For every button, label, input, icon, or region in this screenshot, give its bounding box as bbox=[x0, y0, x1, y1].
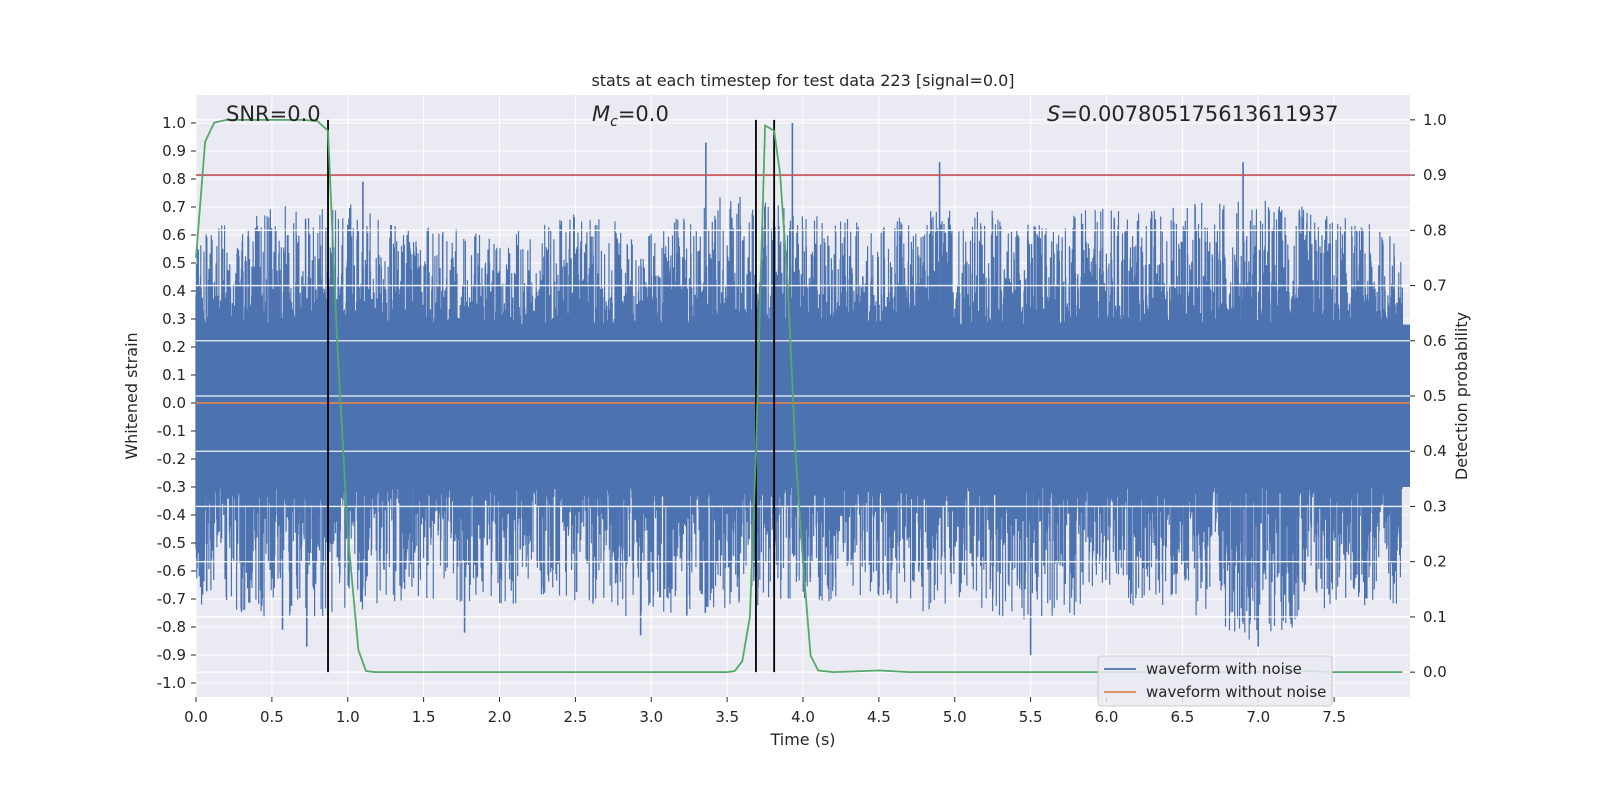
y-tick-label: -0.5 bbox=[157, 534, 186, 552]
y2-tick-label: 0.3 bbox=[1423, 497, 1447, 515]
y2-tick-label: 0.1 bbox=[1423, 608, 1447, 626]
noise-core bbox=[196, 324, 1410, 487]
legend: waveform with noise waveform without noi… bbox=[1097, 655, 1333, 707]
y2-tick-label: 0.6 bbox=[1423, 332, 1447, 350]
x-tick-label: 0.5 bbox=[260, 708, 284, 726]
y-tick-label: 0.4 bbox=[162, 282, 186, 300]
y-tick-label: 0.5 bbox=[162, 254, 186, 272]
x-tick-label: 4.0 bbox=[791, 708, 815, 726]
y-tick-label: 0.0 bbox=[162, 394, 186, 412]
annotation-mc-symbol: M bbox=[592, 102, 610, 126]
x-tick-label: 0.0 bbox=[184, 708, 208, 726]
y-tick-label: -0.6 bbox=[157, 562, 186, 580]
y-tick-label: -0.2 bbox=[157, 450, 186, 468]
x-tick-label: 2.5 bbox=[563, 708, 587, 726]
y2-tick-label: 0.0 bbox=[1423, 663, 1447, 681]
y-tick-label: 0.6 bbox=[162, 226, 186, 244]
noise-series-waveform-with-noise bbox=[195, 119, 1410, 673]
annotation-s-symbol: S bbox=[1047, 102, 1060, 126]
x-tick-label: 5.5 bbox=[1019, 708, 1043, 726]
x-tick-label: 3.0 bbox=[639, 708, 663, 726]
detection-probability-line bbox=[195, 119, 1403, 674]
y-tick-label: 0.9 bbox=[162, 142, 186, 160]
x-axis-label: Time (s) bbox=[769, 730, 835, 749]
annotation-mc: Mc=0.0 bbox=[592, 102, 669, 130]
chart-title: stats at each timestep for test data 223… bbox=[591, 71, 1014, 90]
x-tick-label: 3.5 bbox=[715, 708, 739, 726]
legend-label-waveform-with-noise: waveform with noise bbox=[1146, 660, 1302, 678]
legend-label-waveform-without-noise: waveform without noise bbox=[1146, 683, 1326, 701]
y-tick-label: -0.3 bbox=[157, 478, 186, 496]
y2-axis-label: Detection probability bbox=[1452, 312, 1471, 480]
x-tick-label: 5.0 bbox=[943, 708, 967, 726]
y-tick-label: -0.9 bbox=[157, 646, 186, 664]
y-tick-label: -0.1 bbox=[157, 422, 186, 440]
y-tick-label: -0.8 bbox=[157, 618, 186, 636]
x-tick-label: 6.5 bbox=[1170, 708, 1194, 726]
y2-tick-label: 0.8 bbox=[1423, 221, 1447, 239]
y-tick-label: 1.0 bbox=[162, 114, 186, 132]
annotation-snr: SNR=0.0 bbox=[226, 102, 321, 126]
y2-tick-label: 1.0 bbox=[1423, 111, 1447, 129]
lines bbox=[195, 119, 1410, 674]
y-tick-label: 0.8 bbox=[162, 170, 186, 188]
y2-tick-label: 0.7 bbox=[1423, 277, 1447, 295]
legend-box bbox=[1097, 655, 1333, 707]
axes: 0.0 0.5 1.0 1.5 2.0 2.5 3.0 3.5 4.0 4.5 5.0 5.5 6.0 6… bbox=[157, 111, 1447, 726]
y-tick-label: 0.1 bbox=[162, 366, 186, 384]
x-tick-label: 1.5 bbox=[412, 708, 436, 726]
y-axis-label: Whitened strain bbox=[122, 332, 141, 459]
x-tick-label: 6.0 bbox=[1095, 708, 1119, 726]
annotation-mc-value: =0.0 bbox=[618, 102, 669, 126]
y-tick-label: 0.2 bbox=[162, 338, 186, 356]
y2-tick-label: 0.4 bbox=[1423, 442, 1447, 460]
x-tick-label: 1.0 bbox=[336, 708, 360, 726]
y-tick-label: -1.0 bbox=[157, 674, 186, 692]
x-tick-label: 7.5 bbox=[1322, 708, 1346, 726]
x-tick-label: 2.0 bbox=[488, 708, 512, 726]
y2-tick-label: 0.5 bbox=[1423, 387, 1447, 405]
x-tick-label: 7.0 bbox=[1246, 708, 1270, 726]
y-tick-label: -0.4 bbox=[157, 506, 186, 524]
y-tick-label: 0.7 bbox=[162, 198, 186, 216]
annotation-s-value: =0.007805175613611937 bbox=[1060, 102, 1338, 126]
y2-tick-label: 0.2 bbox=[1423, 553, 1447, 571]
annotation-s: S=0.007805175613611937 bbox=[1047, 102, 1338, 126]
annotation-mc-subscript: c bbox=[610, 114, 618, 130]
y-tick-label: 0.3 bbox=[162, 310, 186, 328]
y-tick-label: -0.7 bbox=[157, 590, 186, 608]
y2-tick-label: 0.9 bbox=[1423, 166, 1447, 184]
x-tick-label: 4.5 bbox=[867, 708, 891, 726]
